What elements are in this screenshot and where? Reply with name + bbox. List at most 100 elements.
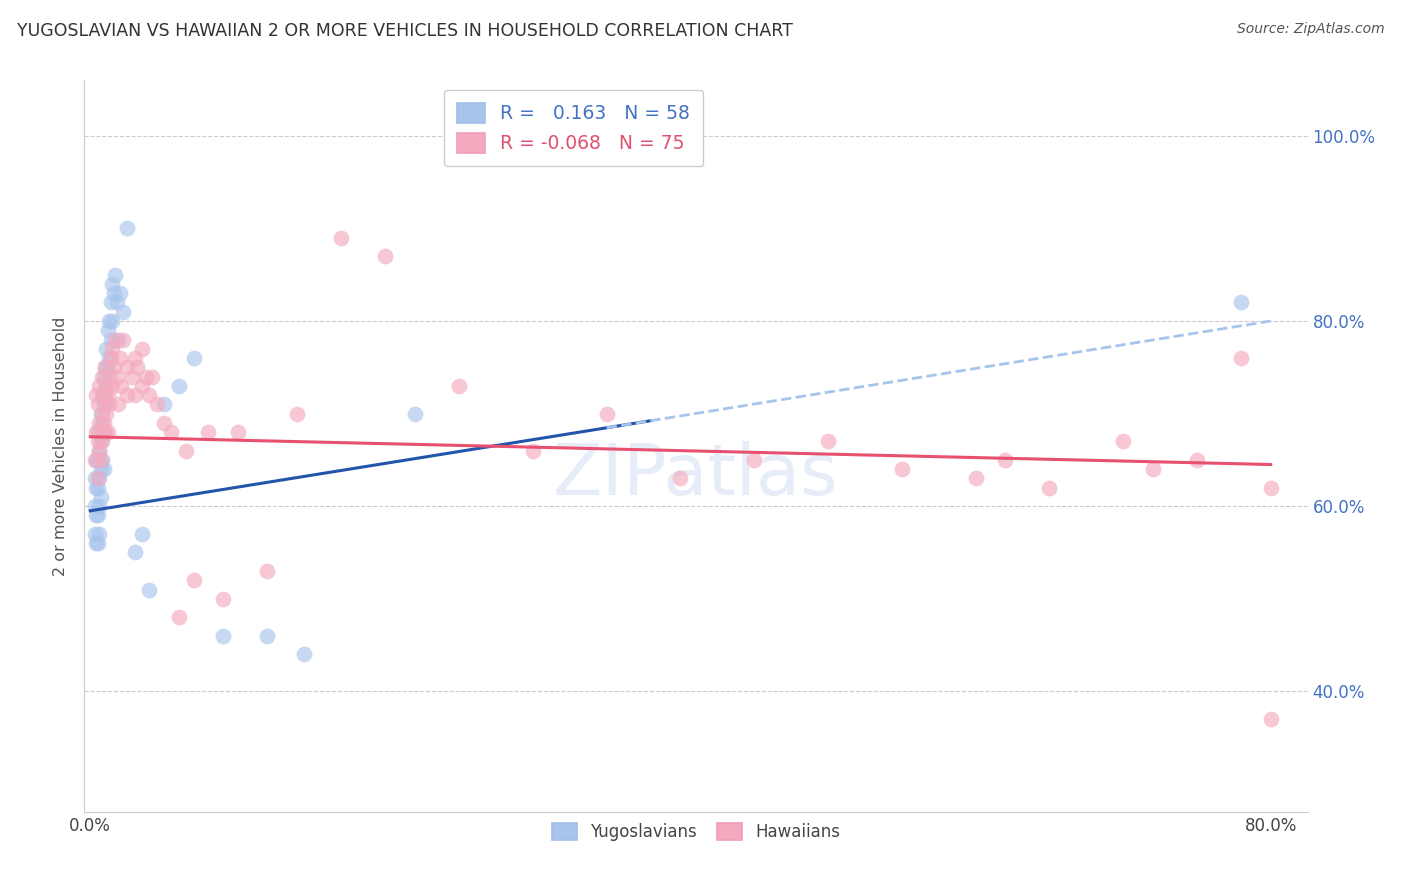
Point: [84, 453, 107, 467]
Point: [596, 407, 619, 421]
Point: [742, 453, 765, 467]
Point: [90, 453, 112, 467]
Point: [84, 508, 107, 523]
Point: [1142, 462, 1164, 476]
Point: [817, 434, 839, 449]
Point: [115, 221, 138, 235]
Point: [183, 351, 205, 365]
Point: [103, 360, 125, 375]
Point: [115, 388, 138, 402]
Point: [994, 453, 1017, 467]
Point: [100, 333, 122, 347]
Point: [91, 407, 114, 421]
Point: [93, 425, 115, 439]
Point: [94, 388, 117, 402]
Point: [131, 342, 153, 356]
Point: [84, 481, 107, 495]
Point: [124, 388, 146, 402]
Point: [94, 360, 117, 375]
Point: [83, 453, 105, 467]
Point: [94, 425, 117, 439]
Point: [138, 388, 160, 402]
Point: [83, 471, 105, 485]
Point: [890, 462, 912, 476]
Text: ZIPatlas: ZIPatlas: [553, 441, 839, 509]
Point: [86, 536, 108, 550]
Point: [197, 425, 219, 439]
Point: [212, 591, 235, 606]
Point: [91, 434, 114, 449]
Point: [91, 388, 114, 402]
Point: [449, 379, 471, 393]
Point: [145, 397, 167, 411]
Point: [1230, 295, 1253, 310]
Point: [121, 369, 143, 384]
Point: [98, 351, 121, 365]
Point: [1185, 453, 1208, 467]
Point: [94, 360, 117, 375]
Point: [86, 481, 108, 495]
Point: [87, 416, 110, 430]
Point: [91, 416, 114, 430]
Point: [105, 295, 128, 310]
Point: [94, 397, 117, 411]
Point: [669, 471, 692, 485]
Point: [101, 314, 124, 328]
Point: [330, 230, 353, 244]
Point: [110, 379, 132, 393]
Text: YUGOSLAVIAN VS HAWAIIAN 2 OR MORE VEHICLES IN HOUSEHOLD CORRELATION CHART: YUGOSLAVIAN VS HAWAIIAN 2 OR MORE VEHICL…: [17, 22, 793, 40]
Point: [212, 629, 235, 643]
Point: [84, 388, 107, 402]
Point: [97, 323, 120, 337]
Point: [87, 443, 110, 458]
Point: [1038, 481, 1060, 495]
Point: [91, 369, 114, 384]
Point: [87, 379, 110, 393]
Point: [90, 490, 112, 504]
Point: [153, 397, 176, 411]
Point: [111, 304, 134, 318]
Point: [90, 434, 112, 449]
Point: [138, 582, 160, 597]
Y-axis label: 2 or more Vehicles in Household: 2 or more Vehicles in Household: [53, 317, 69, 575]
Point: [87, 499, 110, 513]
Point: [86, 508, 108, 523]
Point: [135, 369, 157, 384]
Point: [94, 425, 117, 439]
Point: [174, 443, 197, 458]
Legend: Yugoslavians, Hawaiians: Yugoslavians, Hawaiians: [541, 813, 851, 851]
Point: [97, 388, 120, 402]
Point: [292, 648, 315, 662]
Point: [107, 333, 129, 347]
Point: [90, 462, 112, 476]
Point: [256, 629, 278, 643]
Point: [86, 434, 108, 449]
Point: [1112, 434, 1135, 449]
Point: [127, 360, 149, 375]
Point: [522, 443, 544, 458]
Point: [96, 379, 118, 393]
Point: [93, 397, 115, 411]
Point: [83, 527, 105, 541]
Point: [97, 425, 120, 439]
Point: [86, 453, 108, 467]
Point: [96, 407, 118, 421]
Point: [115, 360, 138, 375]
Point: [100, 351, 122, 365]
Point: [90, 407, 112, 421]
Point: [87, 527, 110, 541]
Point: [1260, 481, 1282, 495]
Point: [96, 379, 118, 393]
Point: [86, 425, 108, 439]
Point: [131, 527, 153, 541]
Point: [103, 286, 125, 301]
Point: [124, 545, 146, 559]
Point: [98, 369, 121, 384]
Point: [87, 471, 110, 485]
Point: [98, 314, 121, 328]
Point: [93, 369, 115, 384]
Point: [160, 425, 183, 439]
Point: [84, 536, 107, 550]
Point: [83, 499, 105, 513]
Point: [167, 610, 190, 624]
